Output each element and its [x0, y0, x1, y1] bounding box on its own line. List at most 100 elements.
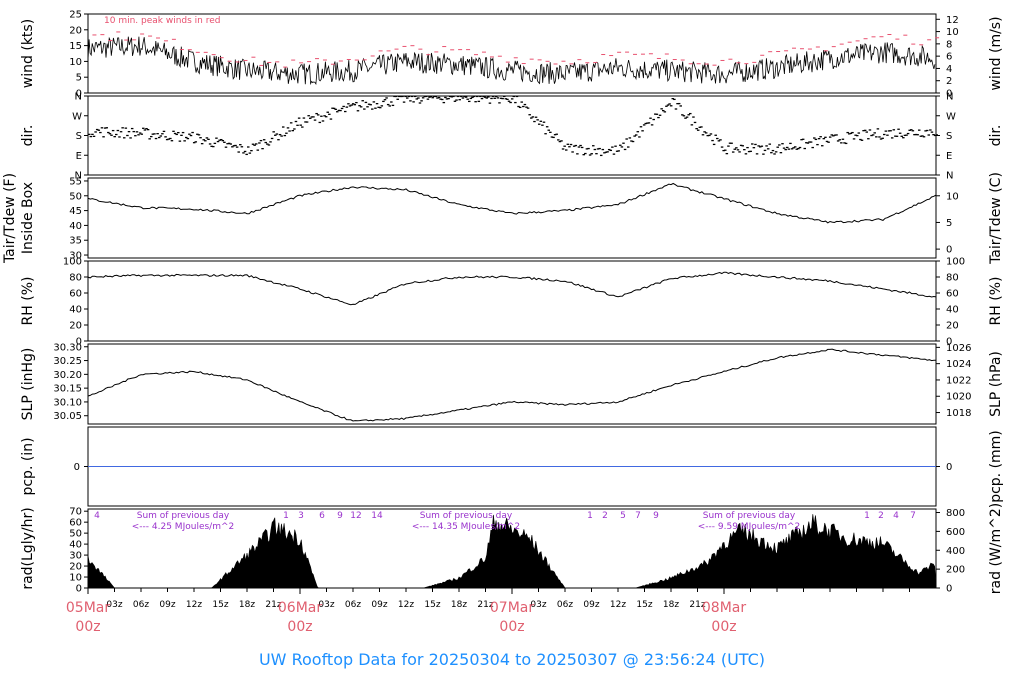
- rad-hour-mark: 4: [893, 511, 899, 521]
- day-label-time: 00z: [499, 619, 524, 635]
- tick-label: 5: [946, 218, 952, 229]
- rad-note-line2: <--- 4.25 MJoules/m^2: [132, 522, 234, 532]
- x-tick-label: 18z: [663, 600, 679, 610]
- rad-hour-mark: 7: [910, 511, 916, 521]
- tick-label: 100: [946, 257, 965, 268]
- tick-label: 30: [69, 251, 82, 262]
- tick-label: W: [72, 111, 82, 122]
- rad-note-line1: Sum of previous day: [137, 511, 230, 521]
- tick-label: 40: [69, 305, 82, 316]
- tick-label: 35: [69, 236, 82, 247]
- day-label-time: 00z: [287, 619, 312, 635]
- tick-label: 12: [946, 15, 959, 26]
- ylabel-left: dir.: [20, 125, 36, 147]
- tick-label: 600: [946, 527, 965, 538]
- panel-temp: Tair/Tdew (F) Inside Box Tair/Tdew (C) 30 35…: [2, 172, 1004, 265]
- tick-label: 30.30: [53, 342, 82, 353]
- panel-rad: rad(Lgly/hr) rad (W/m^2)01020304050607002…: [20, 503, 1004, 595]
- temp-series-line: [87, 182, 937, 224]
- tick-label: 0: [946, 462, 952, 473]
- dir-points: [88, 95, 938, 157]
- ylabel-right: rad (W/m^2): [988, 503, 1004, 594]
- day-label-date: 05Mar: [66, 600, 110, 616]
- tick-label: 60: [946, 289, 959, 300]
- x-tick-label: 12z: [610, 600, 626, 610]
- tick-label: 0: [946, 89, 952, 100]
- rad-hour-mark: 4: [94, 511, 100, 521]
- tick-label: 1022: [946, 375, 971, 386]
- tick-label: 5: [76, 73, 82, 84]
- tick-label: 0: [76, 584, 82, 595]
- tick-label: 30: [69, 551, 82, 562]
- rad-note-line1: Sum of previous day: [703, 511, 796, 521]
- tick-label: 45: [69, 206, 82, 217]
- x-tick-label: 15z: [636, 600, 652, 610]
- x-tick-label: 06z: [557, 600, 573, 610]
- tick-label: 30.25: [53, 356, 82, 367]
- tick-label: 8: [946, 39, 952, 50]
- wind-series-line: [87, 36, 936, 86]
- tick-label: N: [75, 92, 82, 103]
- ylabel-left-line1: Tair/Tdew (F): [2, 173, 18, 264]
- x-tick-label: 21z: [265, 600, 281, 610]
- panel-frame: [87, 177, 937, 259]
- tick-label: 80: [69, 273, 82, 284]
- x-tick-label: 09z: [583, 600, 599, 610]
- rad-hour-mark: 3: [298, 511, 304, 521]
- tick-label: 0: [74, 462, 80, 473]
- tick-label: 100: [63, 257, 82, 268]
- tick-label: 4: [946, 64, 952, 75]
- x-tick-label: 09z: [159, 600, 175, 610]
- tick-label: 800: [946, 508, 965, 519]
- tick-label: 25: [69, 10, 82, 21]
- tick-label: 10: [946, 191, 959, 202]
- ylabel-right: SLP (hPa): [988, 351, 1004, 417]
- tick-label: 0: [76, 89, 82, 100]
- tick-label: 60: [69, 289, 82, 300]
- rad-hour-mark: 1: [587, 511, 593, 521]
- rad-note-line2: <--- 9.59 MJoules/m^2: [698, 522, 800, 532]
- x-tick-label: 15z: [424, 600, 440, 610]
- x-tick-label: 03z: [530, 600, 546, 610]
- tick-label: 30.10: [53, 397, 82, 408]
- rad-hour-mark: 2: [878, 511, 884, 521]
- rad-hour-mark: 9: [337, 511, 343, 521]
- ylabel-right: dir.: [988, 125, 1004, 147]
- tick-label: N: [75, 171, 82, 182]
- ylabel-right: RH (%): [988, 277, 1004, 326]
- rad-hour-mark: 9: [653, 511, 659, 521]
- tick-label: 15: [69, 41, 82, 52]
- tick-label: 1024: [946, 359, 971, 370]
- x-tick-label: 18z: [451, 600, 467, 610]
- x-tick-label: 03z: [318, 600, 334, 610]
- tick-label: 10: [946, 27, 959, 38]
- tick-label: 40: [69, 540, 82, 551]
- panel-rh: RH (%) RH (%) 0 20 40 60 80 100 0 20 40 60 80 100: [20, 257, 1004, 348]
- tick-label: 20: [946, 321, 959, 332]
- tick-label: W: [946, 111, 956, 122]
- ylabel-right: pcp. (mm): [988, 430, 1004, 503]
- panel-dir: dir. dir.N NE ES SW WN N: [20, 92, 1004, 182]
- panel-pcp: pcp. (in) pcp. (mm) 0 0: [20, 426, 1004, 507]
- tick-label: 40: [69, 221, 82, 232]
- day-label-date: 06Mar: [278, 600, 322, 616]
- tick-label: S: [76, 131, 82, 142]
- tick-label: 80: [946, 273, 959, 284]
- tick-label: 1018: [946, 408, 971, 419]
- tick-label: 6: [946, 52, 952, 63]
- day-label-date: 08Mar: [702, 600, 746, 616]
- tick-label: 70: [69, 507, 82, 518]
- rad-hour-mark: 6: [319, 511, 325, 521]
- tick-label: 1020: [946, 392, 971, 403]
- tick-label: 40: [946, 305, 959, 316]
- day-label-time: 00z: [75, 619, 100, 635]
- tick-label: 50: [69, 529, 82, 540]
- tick-label: 30.15: [53, 384, 82, 395]
- gust-series: [92, 31, 940, 68]
- tick-label: E: [76, 151, 82, 162]
- tick-label: 50: [69, 191, 82, 202]
- panel-slp: SLP (inHg) SLP (hPa) 30.05 30.10 30.15 30.20 3…: [20, 342, 1004, 425]
- tick-label: 20: [69, 562, 82, 573]
- ylabel-left-line2: Inside Box: [20, 182, 36, 254]
- x-tick-label: 15z: [212, 600, 228, 610]
